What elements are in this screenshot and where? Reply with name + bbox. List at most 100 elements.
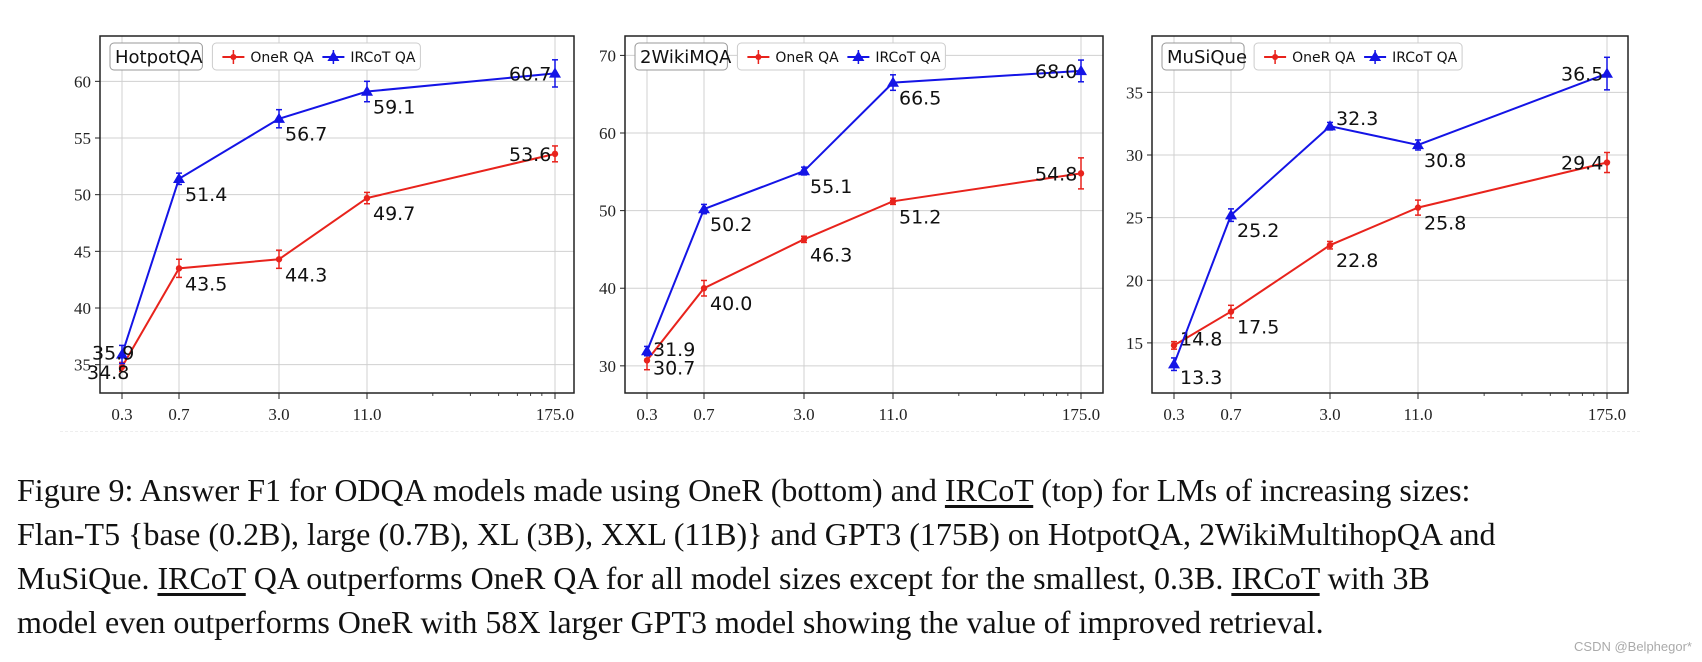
caption-line-1: Figure 9: Answer F1 for ODQA models made… — [17, 472, 1471, 508]
data-label: 31.9 — [653, 339, 695, 361]
data-label: 25.8 — [1424, 213, 1466, 235]
y-tick-label: 30 — [599, 357, 616, 376]
legend-label: OneR QA — [775, 50, 839, 66]
data-label: 17.5 — [1237, 317, 1279, 339]
data-point — [800, 236, 808, 243]
y-tick-label: 60 — [74, 72, 91, 91]
y-tick-label: 40 — [74, 299, 91, 318]
data-point — [643, 357, 651, 364]
x-tick-label: 3.0 — [1319, 405, 1340, 424]
y-tick-label: 50 — [74, 186, 91, 205]
data-label: 68.0 — [1035, 61, 1077, 83]
legend-label: IRCoT QA — [1392, 50, 1458, 66]
y-tick-label: 45 — [74, 242, 91, 261]
y-tick-label: 35 — [74, 356, 91, 375]
x-tick-label: 0.3 — [1163, 405, 1184, 424]
legend-marker — [852, 51, 865, 61]
x-tick-label: 175.0 — [536, 405, 574, 424]
legend-label: IRCoT QA — [875, 50, 941, 66]
legend-marker — [1369, 51, 1382, 61]
y-tick-label: 35 — [1126, 83, 1143, 102]
data-point — [273, 112, 285, 123]
caption-line-4: model even outperforms OneR with 58X lar… — [17, 604, 1324, 640]
x-tick-label: 0.7 — [693, 405, 715, 424]
data-label: 46.3 — [810, 244, 852, 266]
data-label: 50.2 — [710, 214, 752, 236]
data-label: 51.4 — [185, 184, 227, 206]
data-point — [549, 67, 561, 78]
x-tick-label: 0.7 — [1220, 405, 1242, 424]
data-point — [361, 85, 373, 96]
x-tick-label: 0.3 — [636, 405, 657, 424]
x-tick-label: 3.0 — [268, 405, 289, 424]
legend-box — [736, 42, 946, 71]
data-label: 25.2 — [1237, 220, 1279, 242]
data-point — [889, 198, 897, 205]
data-point — [175, 265, 183, 272]
x-tick-label: 175.0 — [1588, 405, 1626, 424]
legend-box — [1253, 42, 1463, 71]
data-label: 32.3 — [1336, 108, 1378, 130]
y-tick-label: 40 — [599, 279, 616, 298]
data-label: 56.7 — [285, 124, 327, 146]
data-label: 54.8 — [1035, 163, 1077, 185]
data-label: 59.1 — [373, 97, 415, 119]
caption-line-2: Flan-T5 {base (0.2B), large (0.7B), XL (… — [17, 516, 1496, 552]
data-label: 66.5 — [899, 88, 941, 110]
y-tick-label: 25 — [1126, 209, 1143, 228]
data-point — [1170, 342, 1178, 349]
separator — [60, 431, 1640, 432]
x-tick-label: 0.3 — [111, 405, 132, 424]
data-point — [551, 150, 559, 158]
data-label: 43.5 — [185, 273, 227, 295]
legend-marker — [327, 51, 340, 61]
data-point — [1412, 138, 1424, 150]
chart-panel-1: 35 40 45 50 55 60 0.3 0.7 3.0 11.0 175.0 34.8 43.5 44… — [74, 35, 575, 424]
y-tick-label: 50 — [599, 202, 616, 221]
title-box — [109, 42, 203, 71]
legend-label: OneR QA — [1292, 50, 1356, 66]
legend-marker — [755, 54, 762, 60]
title-box — [634, 42, 728, 71]
data-point — [887, 76, 899, 87]
x-tick-label: 11.0 — [352, 405, 381, 424]
data-point — [1227, 308, 1235, 315]
watermark: CSDN @Belphegor* — [1574, 639, 1692, 654]
title-box — [1161, 42, 1245, 71]
data-point — [1075, 64, 1087, 76]
data-point — [1326, 241, 1334, 249]
data-label: 49.7 — [373, 203, 415, 225]
figure-caption: Figure 9: Answer F1 for ODQA models made… — [17, 468, 1689, 644]
data-label: 29.4 — [1561, 153, 1603, 175]
x-tick-label: 11.0 — [878, 405, 907, 424]
data-label: 55.1 — [810, 176, 852, 198]
caption-line-3: MuSiQue. IRCoT QA outperforms OneR QA fo… — [17, 560, 1430, 596]
data-label: 36.5 — [1561, 64, 1603, 86]
data-label: 14.8 — [1180, 328, 1222, 350]
data-label: 44.3 — [285, 264, 327, 286]
data-point — [1077, 170, 1085, 177]
x-tick-label: 175.0 — [1062, 405, 1100, 424]
legend-box — [211, 42, 421, 71]
data-point — [641, 345, 653, 356]
data-point — [275, 256, 283, 263]
data-label: 51.2 — [899, 206, 941, 228]
y-tick-label: 55 — [74, 129, 91, 148]
data-point — [363, 194, 371, 202]
data-label: 13.3 — [1180, 367, 1222, 389]
y-tick-label: 15 — [1126, 334, 1143, 353]
legend-marker — [1272, 54, 1279, 60]
data-label: 60.7 — [509, 63, 551, 85]
legend-marker — [230, 54, 237, 60]
data-label: 35.9 — [92, 342, 134, 364]
data-label: 30.7 — [653, 357, 695, 379]
data-label: 40.0 — [710, 293, 752, 315]
data-point — [1601, 67, 1613, 78]
data-point — [1225, 209, 1237, 220]
chart-panel-3: 15 20 25 30 35 0.3 0.7 3.0 11.0 175.0 14.8 17.5 22.8… — [1126, 35, 1629, 424]
y-tick-label: 70 — [599, 46, 616, 65]
data-point — [118, 363, 126, 371]
data-label: 34.8 — [87, 362, 129, 384]
data-point — [116, 348, 128, 359]
y-tick-label: 60 — [599, 124, 616, 143]
